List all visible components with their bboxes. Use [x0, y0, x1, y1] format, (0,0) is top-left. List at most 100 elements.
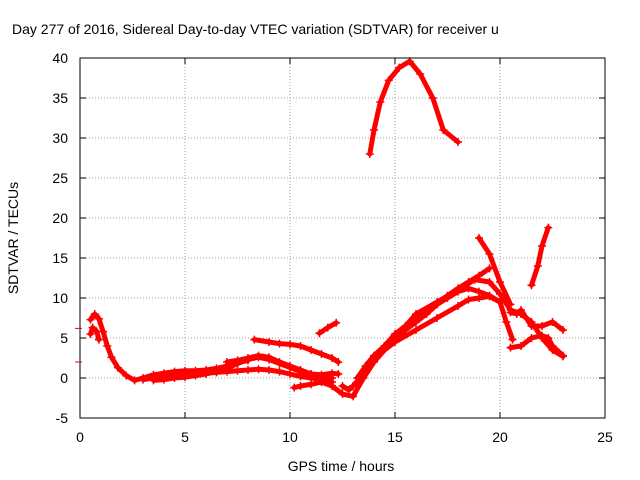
data-point — [332, 318, 341, 327]
data-point — [544, 334, 553, 342]
data-point — [412, 314, 420, 322]
data-point — [454, 138, 462, 146]
data-point — [130, 376, 139, 385]
y-tick-label: -5 — [56, 410, 69, 426]
data-point — [250, 335, 259, 344]
data-point — [233, 356, 242, 365]
data-point — [365, 150, 374, 158]
data-point — [422, 306, 431, 314]
data-point — [496, 278, 504, 286]
y-axis-label: SDTVAR / TECUs — [5, 182, 21, 294]
data-point — [464, 295, 473, 304]
data-point — [286, 340, 294, 349]
data-point — [334, 370, 343, 378]
y-tick-label: 25 — [52, 170, 68, 186]
series-line — [529, 225, 551, 288]
data-point — [244, 366, 252, 374]
data-point — [338, 382, 347, 390]
data-point — [315, 329, 324, 338]
data-point — [533, 262, 542, 270]
series-track-12 — [506, 306, 567, 334]
series-track-13 — [475, 234, 515, 309]
data-point — [433, 300, 441, 309]
data-series — [86, 57, 567, 401]
data-point — [353, 374, 362, 382]
x-tick-label: 15 — [387, 429, 403, 445]
series-track-15 — [315, 318, 341, 338]
data-point — [405, 57, 414, 66]
series-track-5 — [223, 351, 336, 386]
data-point — [527, 322, 536, 330]
data-point — [559, 326, 567, 334]
data-point — [559, 351, 567, 360]
data-point — [485, 278, 494, 286]
data-point — [254, 365, 263, 374]
y-tick-label: 15 — [52, 250, 68, 266]
chart-title: Day 277 of 2016, Sidereal Day-to-day VTE… — [12, 21, 499, 37]
data-point — [328, 354, 336, 362]
data-point — [443, 294, 452, 302]
data-point — [384, 76, 393, 85]
y-tick-label: 5 — [60, 330, 68, 346]
data-point — [275, 367, 284, 376]
data-point — [433, 314, 441, 322]
data-point — [328, 382, 336, 390]
data-point — [544, 223, 553, 232]
data-point — [416, 70, 425, 78]
data-point — [160, 375, 168, 384]
y-tick-label: 35 — [52, 90, 68, 106]
data-point — [454, 287, 462, 296]
y-tick-label: 30 — [52, 130, 68, 146]
data-point — [506, 343, 515, 352]
series-line — [88, 325, 102, 343]
data-point — [328, 369, 336, 378]
y-tick-label: 20 — [52, 210, 68, 226]
series-track-14 — [527, 223, 553, 290]
data-point — [527, 334, 536, 342]
x-tick-label: 0 — [76, 429, 84, 445]
data-point — [361, 362, 370, 370]
series-line — [367, 58, 461, 157]
data-point — [307, 346, 315, 354]
data-point — [485, 264, 494, 273]
x-axis-label: GPS time / hours — [288, 458, 395, 474]
data-point — [475, 287, 483, 296]
data-point — [512, 310, 521, 318]
data-point — [506, 308, 515, 317]
data-point — [548, 342, 557, 350]
axis-ticks: 0 5 10 15 20 25 -5 0 5 10 15 20 25 30 35 40 — [52, 50, 613, 445]
data-point — [439, 126, 448, 134]
data-point — [365, 358, 374, 366]
data-point — [485, 291, 494, 300]
data-point — [94, 335, 103, 344]
data-point — [233, 366, 242, 375]
data-point — [139, 375, 147, 384]
data-point — [290, 383, 299, 392]
data-point — [464, 284, 473, 293]
data-point — [391, 330, 399, 338]
data-point — [307, 380, 315, 389]
data-point — [265, 366, 273, 374]
data-point — [113, 363, 122, 372]
series-track-10 — [365, 284, 504, 366]
grid — [80, 58, 605, 418]
data-point — [86, 330, 95, 338]
data-point — [412, 326, 420, 334]
data-point — [538, 331, 546, 340]
data-point — [223, 358, 231, 366]
data-point — [344, 386, 353, 394]
series-line — [476, 235, 513, 307]
data-point — [496, 290, 504, 298]
data-point — [122, 371, 131, 380]
data-point — [538, 242, 546, 250]
data-point — [338, 390, 347, 398]
data-point — [307, 370, 315, 378]
data-point — [454, 302, 462, 310]
data-point — [317, 378, 326, 386]
data-point — [202, 370, 210, 378]
x-tick-label: 20 — [492, 429, 508, 445]
plot-frame — [79, 57, 606, 419]
series-track-11 — [506, 331, 567, 360]
y-tick-label: 10 — [52, 290, 68, 306]
data-point — [254, 351, 263, 360]
